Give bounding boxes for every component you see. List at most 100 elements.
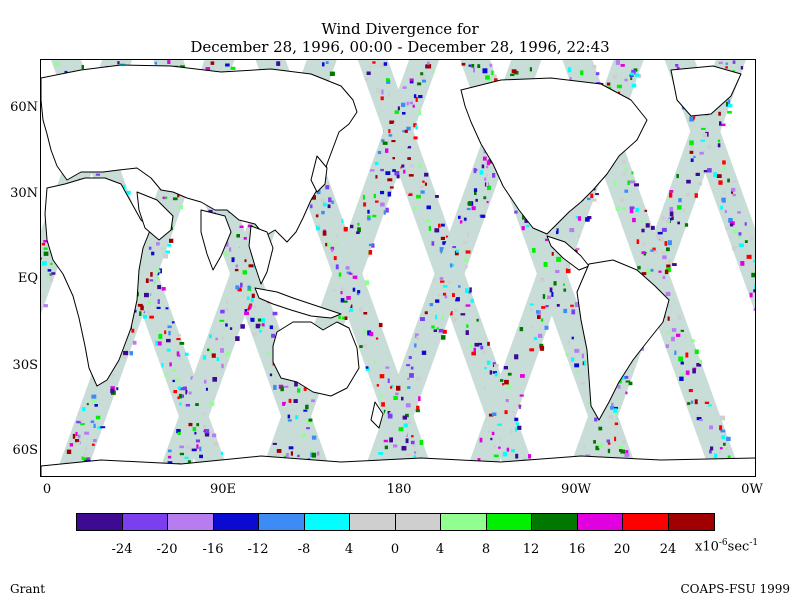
- swath-speck: [375, 175, 378, 179]
- swath-speck: [185, 390, 188, 395]
- swath-speck: [118, 180, 124, 186]
- swath-speck: [749, 236, 754, 240]
- swath-speck: [635, 73, 640, 77]
- swath-speck: [322, 230, 327, 236]
- swath-speck: [396, 385, 401, 391]
- swath-speck: [650, 249, 655, 252]
- swath-speck: [630, 72, 635, 76]
- colorbar-tick-label: 4: [435, 542, 445, 557]
- swath-speck: [246, 296, 250, 300]
- swath-speck: [221, 363, 224, 369]
- swath-speck: [427, 61, 430, 65]
- swath-speck: [489, 63, 493, 67]
- swath-speck: [364, 280, 370, 286]
- swath-speck: [617, 384, 621, 389]
- swath-speck: [722, 160, 726, 165]
- swath-speck: [241, 285, 244, 290]
- swath-speck: [202, 355, 207, 360]
- swath-speck: [473, 347, 476, 353]
- swath-speck: [139, 311, 142, 316]
- swath-speck: [49, 277, 53, 282]
- author-label: Grant: [10, 582, 46, 596]
- swath-speck: [426, 219, 431, 223]
- swath-speck: [46, 273, 50, 279]
- swath-speck: [411, 477, 414, 478]
- swath-speck: [225, 323, 228, 327]
- colorbar-swatch: [577, 514, 623, 530]
- swath-speck: [176, 334, 181, 337]
- swath-speck: [167, 461, 173, 464]
- swath-speck: [684, 223, 689, 227]
- swath-speck: [287, 414, 291, 419]
- swath-speck: [669, 192, 673, 198]
- swath-speck: [671, 328, 677, 332]
- swath-speck: [377, 150, 382, 155]
- swath-speck: [439, 277, 444, 280]
- swath-speck: [172, 197, 178, 201]
- swath-speck: [455, 297, 460, 302]
- swath-speck: [235, 336, 240, 341]
- swath-speck: [426, 64, 432, 69]
- swath-speck: [721, 197, 726, 202]
- swath-speck: [470, 298, 474, 303]
- swath-speck: [689, 116, 694, 122]
- swath-speck: [511, 69, 517, 74]
- swath-speck: [156, 306, 161, 309]
- colorbar-tick-label: 8: [481, 542, 491, 557]
- swath-speck: [359, 345, 363, 348]
- swath-speck: [473, 188, 478, 193]
- swath-speck: [432, 71, 435, 74]
- swath-speck: [479, 437, 483, 443]
- swath-speck: [571, 336, 574, 340]
- swath-speck: [486, 160, 490, 166]
- colorbar-units: x10-6sec-1: [695, 538, 758, 554]
- swath-speck: [387, 191, 392, 197]
- swath-speck: [662, 275, 666, 280]
- swath-speck: [415, 96, 418, 102]
- swath-speck: [334, 243, 338, 246]
- swath-speck: [412, 444, 417, 447]
- swath-speck: [147, 301, 152, 305]
- swath-speck: [328, 197, 332, 203]
- swath-speck: [174, 378, 179, 381]
- swath-speck: [345, 266, 350, 270]
- swath-speck: [449, 314, 453, 317]
- swath-speck: [641, 251, 646, 255]
- swath-speck: [453, 308, 458, 312]
- swath-speck: [359, 307, 363, 312]
- swath-speck: [137, 303, 143, 307]
- swath-speck: [303, 409, 308, 412]
- swath-speck: [424, 182, 427, 186]
- swath-speck: [624, 375, 629, 379]
- swath-speck: [410, 366, 414, 370]
- swath-speck: [521, 226, 525, 231]
- swath-speck: [187, 460, 191, 464]
- swath-speck: [575, 247, 580, 250]
- swath-speck: [387, 178, 393, 182]
- swath-speck: [204, 429, 210, 434]
- swath-speck: [664, 269, 669, 275]
- swath-speck: [429, 303, 434, 307]
- swath-speck: [244, 309, 247, 312]
- swath-speck: [491, 70, 494, 76]
- swath-speck: [466, 324, 469, 328]
- swath-speck: [577, 216, 582, 221]
- swath-speck: [157, 341, 162, 346]
- swath-speck: [547, 295, 551, 300]
- swath-speck: [93, 439, 97, 443]
- swath-speck: [341, 219, 344, 223]
- swath-speck: [244, 259, 247, 263]
- swath-speck: [473, 168, 477, 174]
- swath-speck: [580, 382, 586, 385]
- swath-speck: [75, 439, 80, 443]
- swath-speck: [407, 157, 411, 160]
- swath-speck: [236, 234, 240, 238]
- swath-speck: [234, 268, 239, 272]
- swath-speck: [43, 304, 48, 308]
- swath-speck: [288, 446, 294, 450]
- swath-speck: [753, 259, 755, 263]
- swath-speck: [428, 226, 432, 231]
- swath-speck: [91, 394, 97, 399]
- swath-speck: [700, 139, 706, 142]
- swath-speck: [81, 456, 87, 461]
